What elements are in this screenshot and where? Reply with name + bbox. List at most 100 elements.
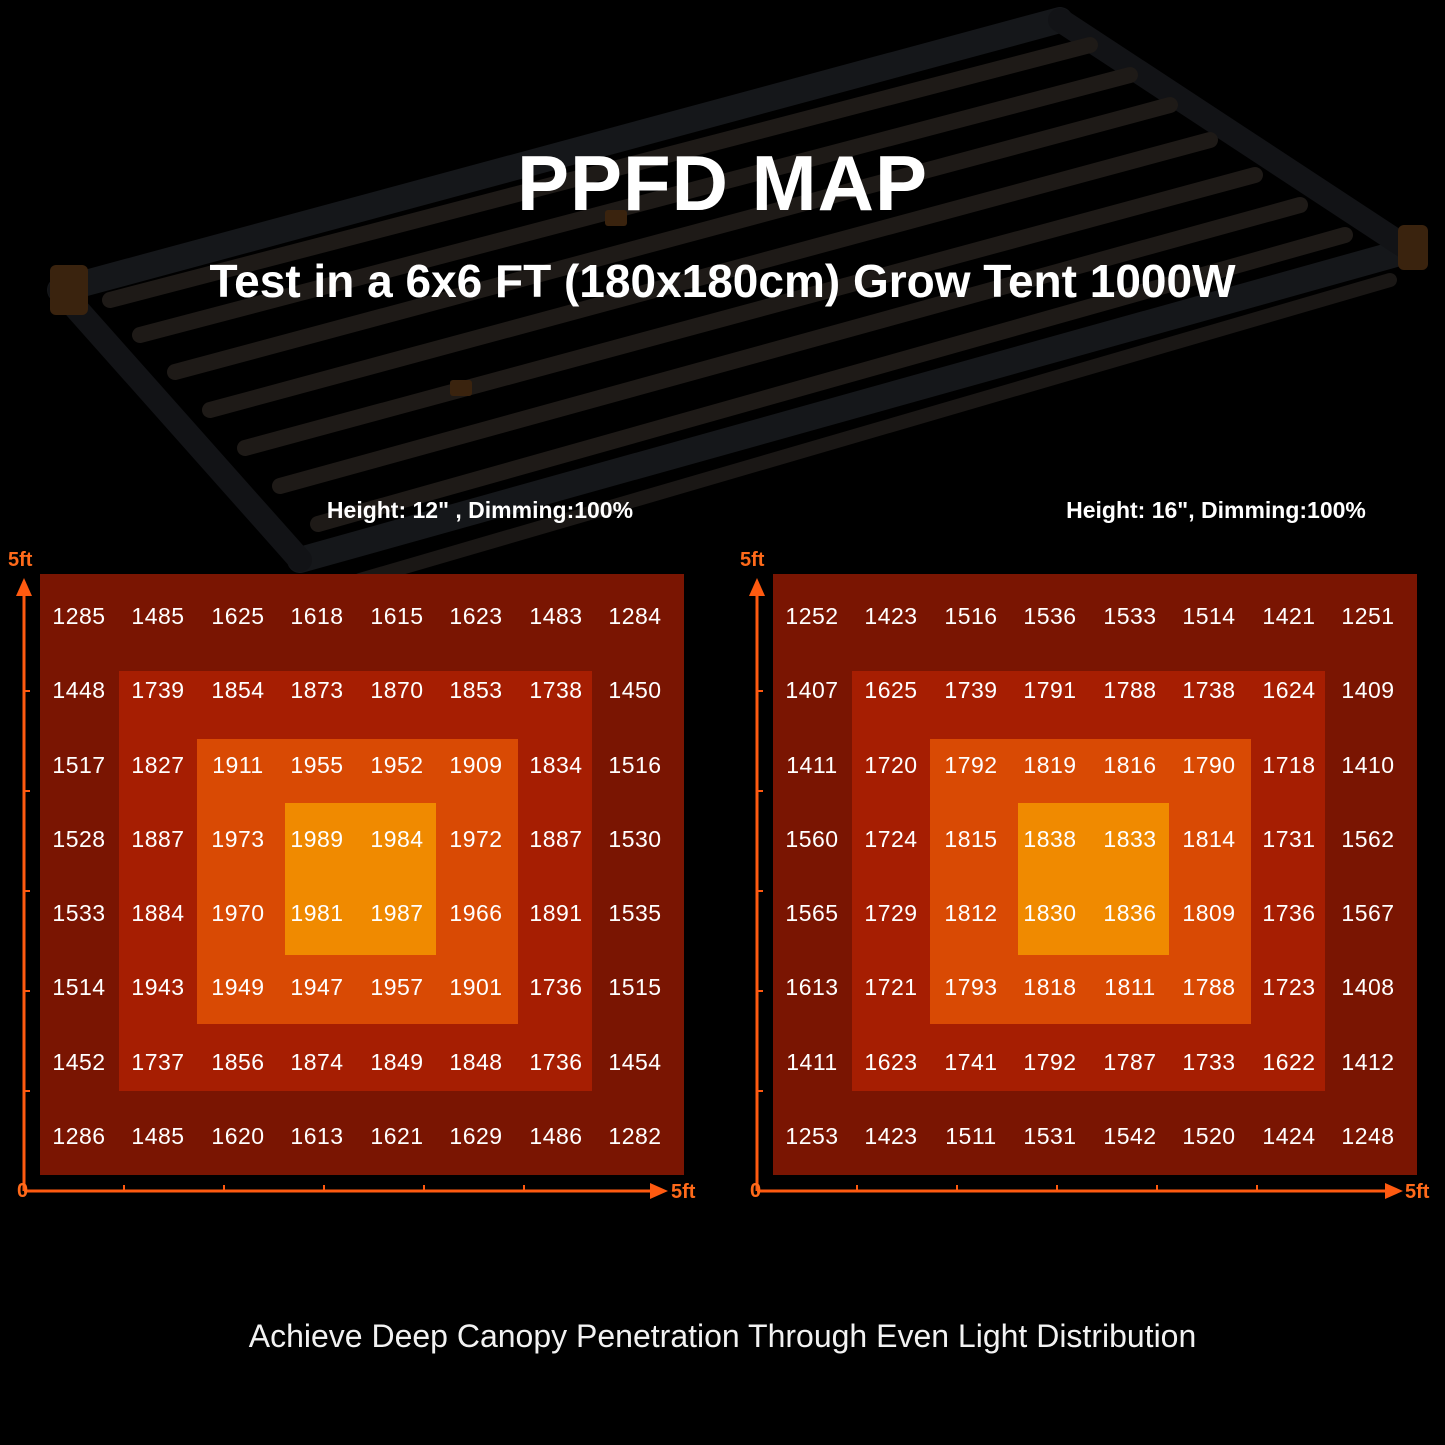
ppfd-value-cell: 1408 [1341,974,1395,1000]
ppfd-value-cell: 1891 [529,900,583,926]
ppfd-value-cell: 1792 [1023,1049,1077,1075]
ppfd-value-cell: 1955 [290,752,344,778]
ppfd-value-cell: 1253 [785,1123,839,1149]
ppfd-value-cell: 1621 [370,1123,424,1149]
ppfd-value-cell: 1733 [1182,1049,1236,1075]
ppfd-value-cell: 1536 [1023,603,1077,629]
ppfd-value-cell: 1423 [864,1123,918,1149]
ppfd-value-cell: 1816 [1103,752,1157,778]
ppfd-value-cell: 1870 [370,677,424,703]
ppfd-value-cell: 1792 [944,752,998,778]
ppfd-value-cell: 1613 [785,974,839,1000]
ppfd-value-cell: 1972 [449,826,503,852]
ppfd-value-cell: 1520 [1182,1123,1236,1149]
y-axis-max-label-left: 5ft [8,549,33,571]
ppfd-value-cell: 1853 [449,677,503,703]
ppfd-value-cell: 1788 [1182,974,1236,1000]
ppfd-value-cell: 1483 [529,603,583,629]
ppfd-value-cell: 1791 [1023,677,1077,703]
ppfd-value-cell: 1811 [1104,974,1156,1000]
ppfd-value-cell: 1830 [1023,900,1077,926]
ppfd-value-cell: 1282 [608,1123,662,1149]
ppfd-value-cell: 1251 [1341,603,1395,629]
ppfd-value-cell: 1516 [944,603,998,629]
ppfd-value-cell: 1718 [1262,752,1316,778]
ppfd-value-cell: 1987 [370,900,424,926]
ppfd-value-cell: 1531 [1023,1123,1077,1149]
ppfd-value-cell: 1856 [211,1049,265,1075]
ppfd-value-cell: 1252 [785,603,839,629]
ppfd-value-cell: 1943 [131,974,185,1000]
ppfd-value-cell: 1618 [290,603,344,629]
ppfd-value-cell: 1286 [52,1123,106,1149]
ppfd-value-cell: 1854 [211,677,265,703]
ppfd-value-cell: 1737 [131,1049,185,1075]
ppfd-value-cell: 1729 [864,900,918,926]
ppfd-value-cell: 1721 [864,974,918,1000]
ppfd-value-cell: 1818 [1023,974,1077,1000]
ppfd-value-cell: 1973 [211,826,265,852]
x-axis-min-label-left: 0 [17,1180,29,1202]
ppfd-value-cell: 1565 [785,900,839,926]
ppfd-value-cell: 1966 [449,900,503,926]
ppfd-value-cell: 1736 [529,974,583,1000]
ppfd-value-cell: 1567 [1341,900,1395,926]
map-caption-right: Height: 16", Dimming:100% [1066,497,1366,523]
ppfd-value-cell: 1613 [290,1123,344,1149]
ppfd-value-cell: 1620 [211,1123,265,1149]
ppfd-value-cell: 1410 [1341,752,1395,778]
ppfd-value-cell: 1957 [370,974,424,1000]
ppfd-value-cell: 1790 [1182,752,1236,778]
ppfd-value-cell: 1836 [1103,900,1157,926]
ppfd-value-cell: 1739 [131,677,185,703]
ppfd-value-cell: 1901 [449,974,503,1000]
ppfd-value-cell: 1833 [1103,826,1157,852]
ppfd-value-cell: 1515 [608,974,662,1000]
ppfd-value-cell: 1970 [211,900,265,926]
ppfd-value-cell: 1989 [290,826,344,852]
ppfd-value-cell: 1793 [944,974,998,1000]
ppfd-value-cell: 1514 [1182,603,1236,629]
ppfd-value-cell: 1815 [944,826,998,852]
ppfd-value-cell: 1788 [1103,677,1157,703]
ppfd-value-cell: 1724 [864,826,918,852]
ppfd-value-cell: 1615 [370,603,424,629]
ppfd-value-cell: 1533 [1103,603,1157,629]
ppfd-value-cell: 1738 [529,677,583,703]
ppfd-value-cell: 1424 [1262,1123,1316,1149]
page-title: PPFD MAP [516,139,929,227]
ppfd-value-cell: 1849 [370,1049,424,1075]
ppfd-value-cell: 1535 [608,900,662,926]
ppfd-value-cell: 1741 [944,1049,998,1075]
ppfd-value-cell: 1787 [1103,1049,1157,1075]
ppfd-value-cell: 1423 [864,603,918,629]
ppfd-value-cell: 1952 [370,752,424,778]
ppfd-value-cell: 1625 [211,603,265,629]
ppfd-value-cell: 1412 [1341,1049,1395,1075]
ppfd-value-cell: 1511 [945,1123,997,1149]
x-axis-max-label-left: 5ft [671,1181,696,1203]
ppfd-value-cell: 1848 [449,1049,503,1075]
ppfd-heatmap-12in: 1285 1485 1625 1618 1615 1623 1483 1284 1448 1739… [40,574,684,1175]
footer-tagline: Achieve Deep Canopy Penetration Through … [248,1318,1197,1354]
ppfd-value-cell: 1812 [944,900,998,926]
ppfd-value-cell: 1485 [131,603,185,629]
x-axis-min-label-right: 0 [750,1180,762,1202]
ppfd-value-cell: 1454 [608,1049,662,1075]
ppfd-heatmap-16in: 1252 1423 1516 1536 1533 1514 1421 1251 1407 1625… [773,574,1417,1175]
ppfd-value-cell: 1622 [1262,1049,1316,1075]
ppfd-value-cell: 1809 [1182,900,1236,926]
ppfd-value-cell: 1814 [1182,826,1236,852]
ppfd-value-cell: 1409 [1341,677,1395,703]
ppfd-value-cell: 1736 [1262,900,1316,926]
ppfd-value-cell: 1909 [449,752,503,778]
ppfd-value-cell: 1623 [864,1049,918,1075]
ppfd-value-cell: 1411 [786,752,838,778]
ppfd-value-cell: 1838 [1023,826,1077,852]
page-subtitle: Test in a 6x6 FT (180x180cm) Grow Tent 1… [209,255,1236,307]
ppfd-value-cell: 1562 [1341,826,1395,852]
ppfd-value-cell: 1834 [529,752,583,778]
ppfd-value-cell: 1731 [1262,826,1316,852]
ppfd-value-cell: 1884 [131,900,185,926]
